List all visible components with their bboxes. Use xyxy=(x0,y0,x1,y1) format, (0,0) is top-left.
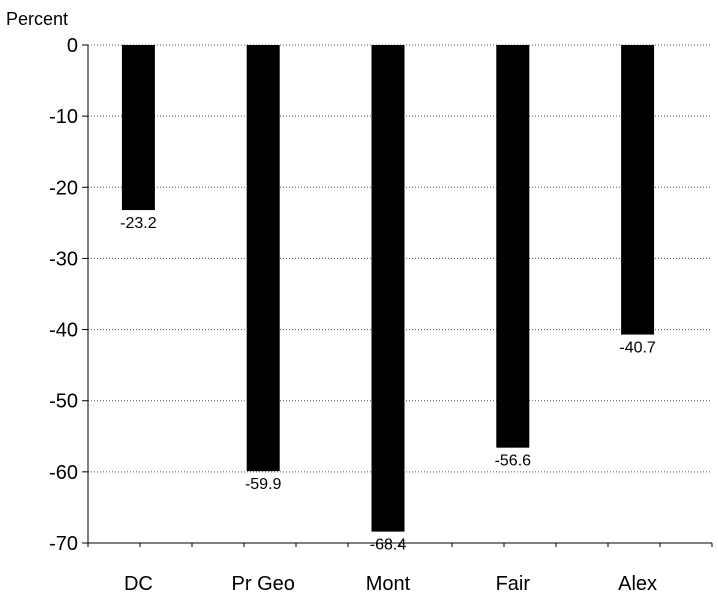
data-label: -40.7 xyxy=(619,340,656,357)
bar-dc xyxy=(121,45,155,211)
y-tick-label: -40 xyxy=(49,320,78,342)
y-tick-label: -10 xyxy=(49,106,78,128)
bar-mont xyxy=(371,45,405,532)
axes xyxy=(82,44,713,547)
data-label: -23.2 xyxy=(120,215,157,232)
y-axis-title: Percent xyxy=(6,9,68,29)
data-label: -68.4 xyxy=(370,537,407,554)
x-tick-label: Alex xyxy=(618,573,657,594)
bar-fair xyxy=(496,45,530,448)
data-label: -56.6 xyxy=(495,453,532,470)
labels: -23.2 DC -59.9 Pr Geo -68.4 Mont -56.6 Fair -40.… xyxy=(49,35,657,594)
bars xyxy=(121,45,655,532)
y-tick-label: -30 xyxy=(49,248,78,270)
bar-alex xyxy=(621,45,655,335)
x-tick-label: Mont xyxy=(366,573,411,594)
y-tick-label: -50 xyxy=(49,391,78,413)
y-tick-label: -70 xyxy=(49,533,78,555)
bar-pr-geo xyxy=(246,45,280,472)
y-tick-label: -20 xyxy=(49,177,78,199)
y-tick-label: -60 xyxy=(49,462,78,484)
x-tick-label: Fair xyxy=(496,573,531,594)
y-tick-label: 0 xyxy=(67,35,78,57)
x-tick-label: DC xyxy=(124,573,153,594)
data-label: -59.9 xyxy=(245,476,282,493)
x-tick-label: Pr Geo xyxy=(232,573,295,594)
